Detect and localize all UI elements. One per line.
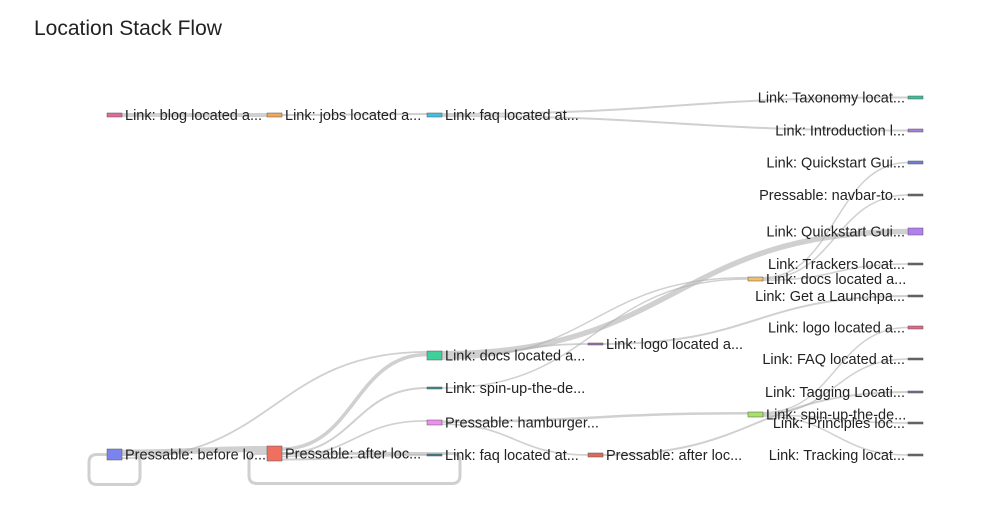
sankey-node-label: Link: Quickstart Gui... — [766, 225, 905, 241]
sankey-link — [281, 352, 428, 451]
sankey-node-label: Link: Taxonomy locat... — [758, 91, 905, 107]
sankey-node-blog[interactable] — [106, 112, 123, 118]
sankey-link — [602, 391, 909, 456]
sankey-node-label: Pressable: after loc... — [606, 448, 742, 464]
sankey-node-label: Link: FAQ located at... — [762, 352, 905, 368]
sankey-node-label: Link: docs located a... — [766, 272, 906, 288]
sankey-link — [281, 454, 428, 461]
sankey-node-label: Pressable: before lo... — [125, 448, 266, 464]
sankey-node-taxonomy[interactable] — [907, 95, 924, 100]
sankey-node-trackers[interactable] — [907, 262, 924, 266]
sankey-node-label: Pressable: after loc... — [285, 447, 421, 463]
chart-title: Location Stack Flow — [34, 17, 222, 40]
sankey-link — [441, 276, 749, 360]
sankey-link — [441, 278, 749, 389]
sankey-node-logo1[interactable] — [587, 342, 604, 346]
sankey-node-pressable_before[interactable] — [106, 448, 123, 461]
sankey-link — [281, 387, 428, 455]
sankey-link — [87, 453, 142, 486]
sankey-link — [121, 351, 428, 460]
sankey-link — [441, 96, 909, 115]
labels-layer: Link: blog located a... Link: jobs locate… — [125, 91, 906, 465]
sankey-node-launchpad[interactable] — [907, 294, 924, 298]
sankey-link — [281, 113, 428, 116]
sankey-node-quickstart1[interactable] — [907, 160, 924, 165]
sankey-node-label: Link: Quickstart Gui... — [766, 156, 905, 172]
sankey-node-pressable_after[interactable] — [266, 445, 283, 462]
sankey-link — [441, 423, 589, 456]
sankey-node-label: Link: logo located a... — [768, 321, 905, 337]
sankey-link — [602, 295, 909, 345]
sankey-node-faq2[interactable] — [426, 453, 443, 457]
sankey-node-jobs[interactable] — [266, 112, 283, 118]
sankey-link — [281, 419, 428, 458]
sankey-node-label: Link: Trackers locat... — [768, 257, 905, 273]
sankey-node-label: Link: Get a Launchpa... — [755, 289, 905, 305]
sankey-link — [762, 161, 909, 279]
sankey-node-label: Link: logo located a... — [606, 337, 743, 353]
sankey-node-label: Link: Introduction l... — [775, 124, 905, 140]
sankey-node-label: Link: spin-up-the-de... — [445, 381, 585, 397]
sankey-link — [762, 326, 909, 414]
sankey-node-faq3[interactable] — [907, 357, 924, 361]
sankey-node-navbar[interactable] — [907, 193, 924, 197]
sankey-node-docs1[interactable] — [426, 350, 443, 361]
sankey-node-label: Link: docs located a... — [445, 349, 585, 365]
nodes-layer — [106, 95, 924, 462]
sankey-node-label: Link: Tracking locat... — [769, 448, 905, 464]
sankey-node-logo2[interactable] — [907, 325, 924, 330]
sankey-link — [762, 414, 909, 424]
sankey-node-label: Link: Principles loc... — [773, 416, 905, 432]
sankey-link — [441, 412, 749, 423]
sankey-node-label: Link: Tagging Locati... — [765, 385, 905, 401]
sankey-node-label: Pressable: navbar-to... — [759, 188, 905, 204]
sankey-node-pressable_after2[interactable] — [587, 452, 604, 458]
sankey-node-label: Pressable: hamburger... — [445, 416, 599, 432]
sankey-link — [762, 194, 909, 280]
sankey-node-introduction[interactable] — [907, 128, 924, 133]
sankey-node-tracking[interactable] — [907, 453, 924, 457]
sankey-link — [121, 446, 268, 456]
sankey-node-hamburger[interactable] — [426, 419, 443, 426]
links-layer — [87, 96, 909, 486]
sankey-link — [762, 263, 909, 282]
sankey-node-label: Link: faq located at... — [445, 448, 579, 464]
sankey-link — [762, 415, 909, 456]
sankey-node-spinup1[interactable] — [426, 386, 443, 390]
sankey-node-docs2[interactable] — [747, 276, 764, 282]
sankey-node-tagging[interactable] — [907, 390, 924, 394]
sankey-node-label: Link: faq located at... — [445, 108, 579, 124]
sankey-node-label: Link: jobs located a... — [285, 108, 421, 124]
sankey-node-quickstart2[interactable] — [907, 227, 924, 236]
sankey-link — [247, 452, 462, 485]
sankey-link — [441, 115, 909, 132]
sankey-node-spinup2[interactable] — [747, 411, 764, 418]
sankey-link — [762, 358, 909, 415]
sankey-node-principles[interactable] — [907, 421, 924, 425]
sankey-node-label: Link: blog located a... — [125, 108, 262, 124]
sankey-node-faq1[interactable] — [426, 112, 443, 118]
sankey-node-label: Link: spin-up-the-de... — [766, 408, 906, 424]
